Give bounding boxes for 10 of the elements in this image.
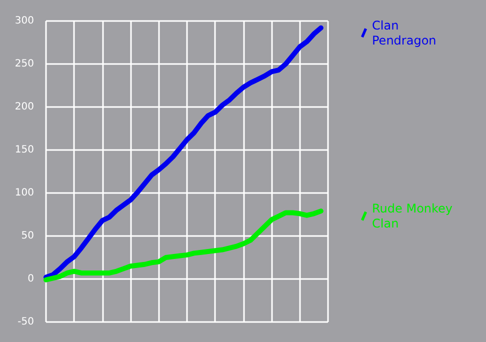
y-tick-label: 100 [14, 188, 34, 198]
legend-label: Clan Pendragon [372, 18, 436, 48]
y-tick-label: 0 [28, 274, 34, 284]
y-tick-label: 200 [14, 102, 34, 112]
y-tick-label: 300 [14, 16, 34, 26]
y-tick-label: 250 [14, 58, 34, 70]
y-tick-label: -50 [18, 316, 34, 328]
y-tick-label: 50 [21, 230, 34, 242]
y-tick-label: 150 [14, 144, 34, 156]
legend-label: Rude Monkey Clan [372, 202, 456, 231]
